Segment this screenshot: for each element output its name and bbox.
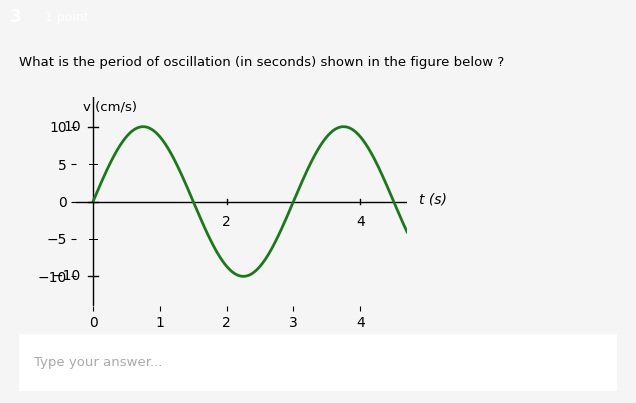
- Text: What is the period of oscillation (in seconds) shown in the figure below ?: What is the period of oscillation (in se…: [19, 56, 504, 69]
- Text: Type your answer...: Type your answer...: [34, 356, 162, 369]
- Text: t (s): t (s): [419, 192, 447, 206]
- Text: 10: 10: [64, 120, 81, 134]
- Text: 1 point: 1 point: [45, 10, 88, 24]
- Text: −10: −10: [52, 269, 81, 283]
- Text: 2: 2: [222, 215, 231, 229]
- Text: v (cm/s): v (cm/s): [83, 100, 137, 114]
- FancyBboxPatch shape: [7, 333, 629, 392]
- Text: 4: 4: [356, 215, 364, 229]
- Text: 3: 3: [10, 8, 21, 26]
